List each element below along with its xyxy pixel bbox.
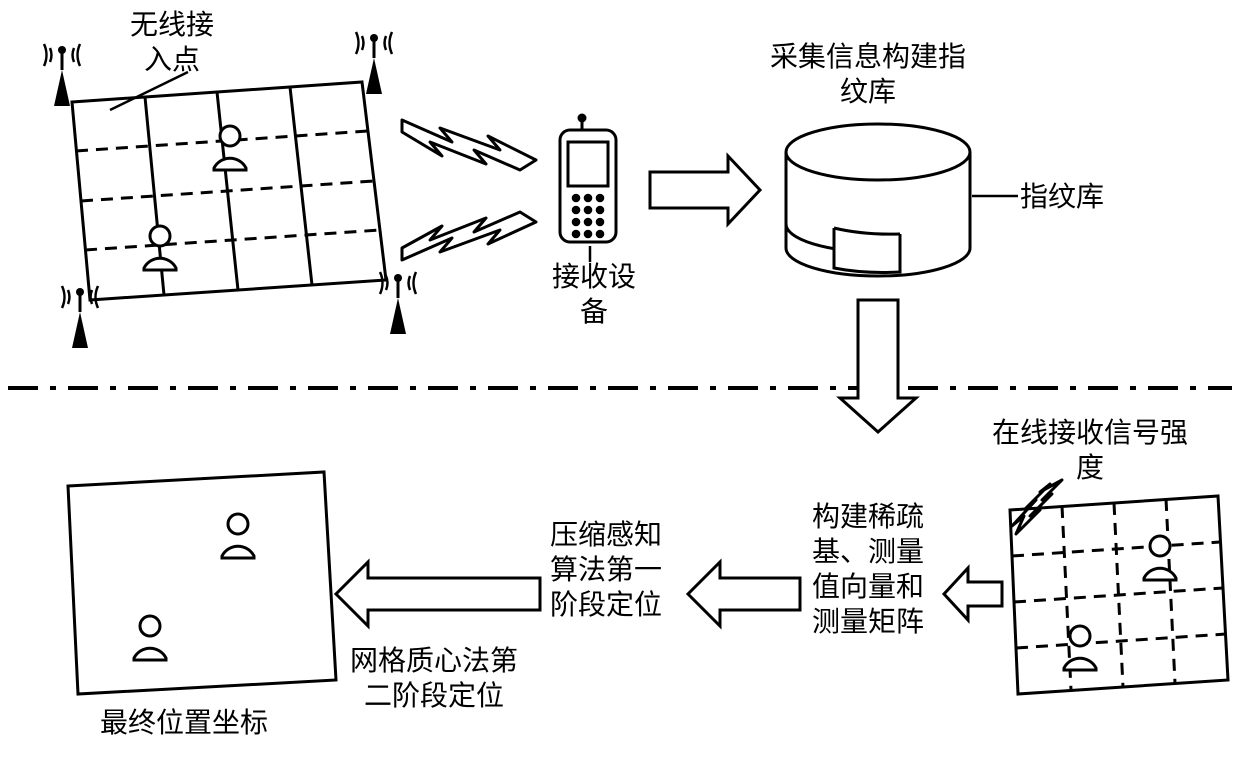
- person-icon: [222, 514, 254, 558]
- arrow-left-icon: [944, 568, 1002, 620]
- build-sparse-label: 构建稀疏 基、测量 值向量和 测量矩阵: [812, 500, 924, 640]
- arrow-left-icon: [688, 562, 800, 626]
- final-coords-label: 最终位置坐标: [100, 706, 268, 741]
- diagram-canvas: [0, 0, 1240, 763]
- access-point-label: 无线接 入点: [130, 8, 214, 78]
- person-icon: [214, 126, 246, 170]
- build-fingerprint-title: 采集信息构建指 纹库: [770, 40, 966, 110]
- arrow-right-icon: [650, 156, 760, 224]
- person-icon: [134, 616, 166, 660]
- centroid-stage2-label: 网格质心法第 二阶段定位: [350, 644, 518, 714]
- result-box: [68, 472, 336, 694]
- signal-bolt-icon: [402, 212, 536, 260]
- offline-grid: [72, 82, 386, 300]
- database-icon: [786, 124, 970, 276]
- arrow-down-icon: [840, 300, 916, 432]
- fingerprint-db-label: 指纹库: [1020, 180, 1104, 215]
- antenna-icon: [62, 286, 98, 348]
- cs-stage1-label: 压缩感知 算法第一 阶段定位: [550, 518, 662, 623]
- signal-bolt-icon: [402, 120, 536, 170]
- arrow-left-icon: [336, 562, 540, 626]
- person-icon: [1144, 536, 1176, 580]
- antenna-icon: [44, 44, 80, 106]
- online-rssi-label: 在线接收信号强 度: [992, 416, 1188, 486]
- online-grid: [1010, 496, 1228, 694]
- receiver-device-label: 接收设 备: [552, 260, 636, 330]
- phone-icon: [560, 115, 616, 242]
